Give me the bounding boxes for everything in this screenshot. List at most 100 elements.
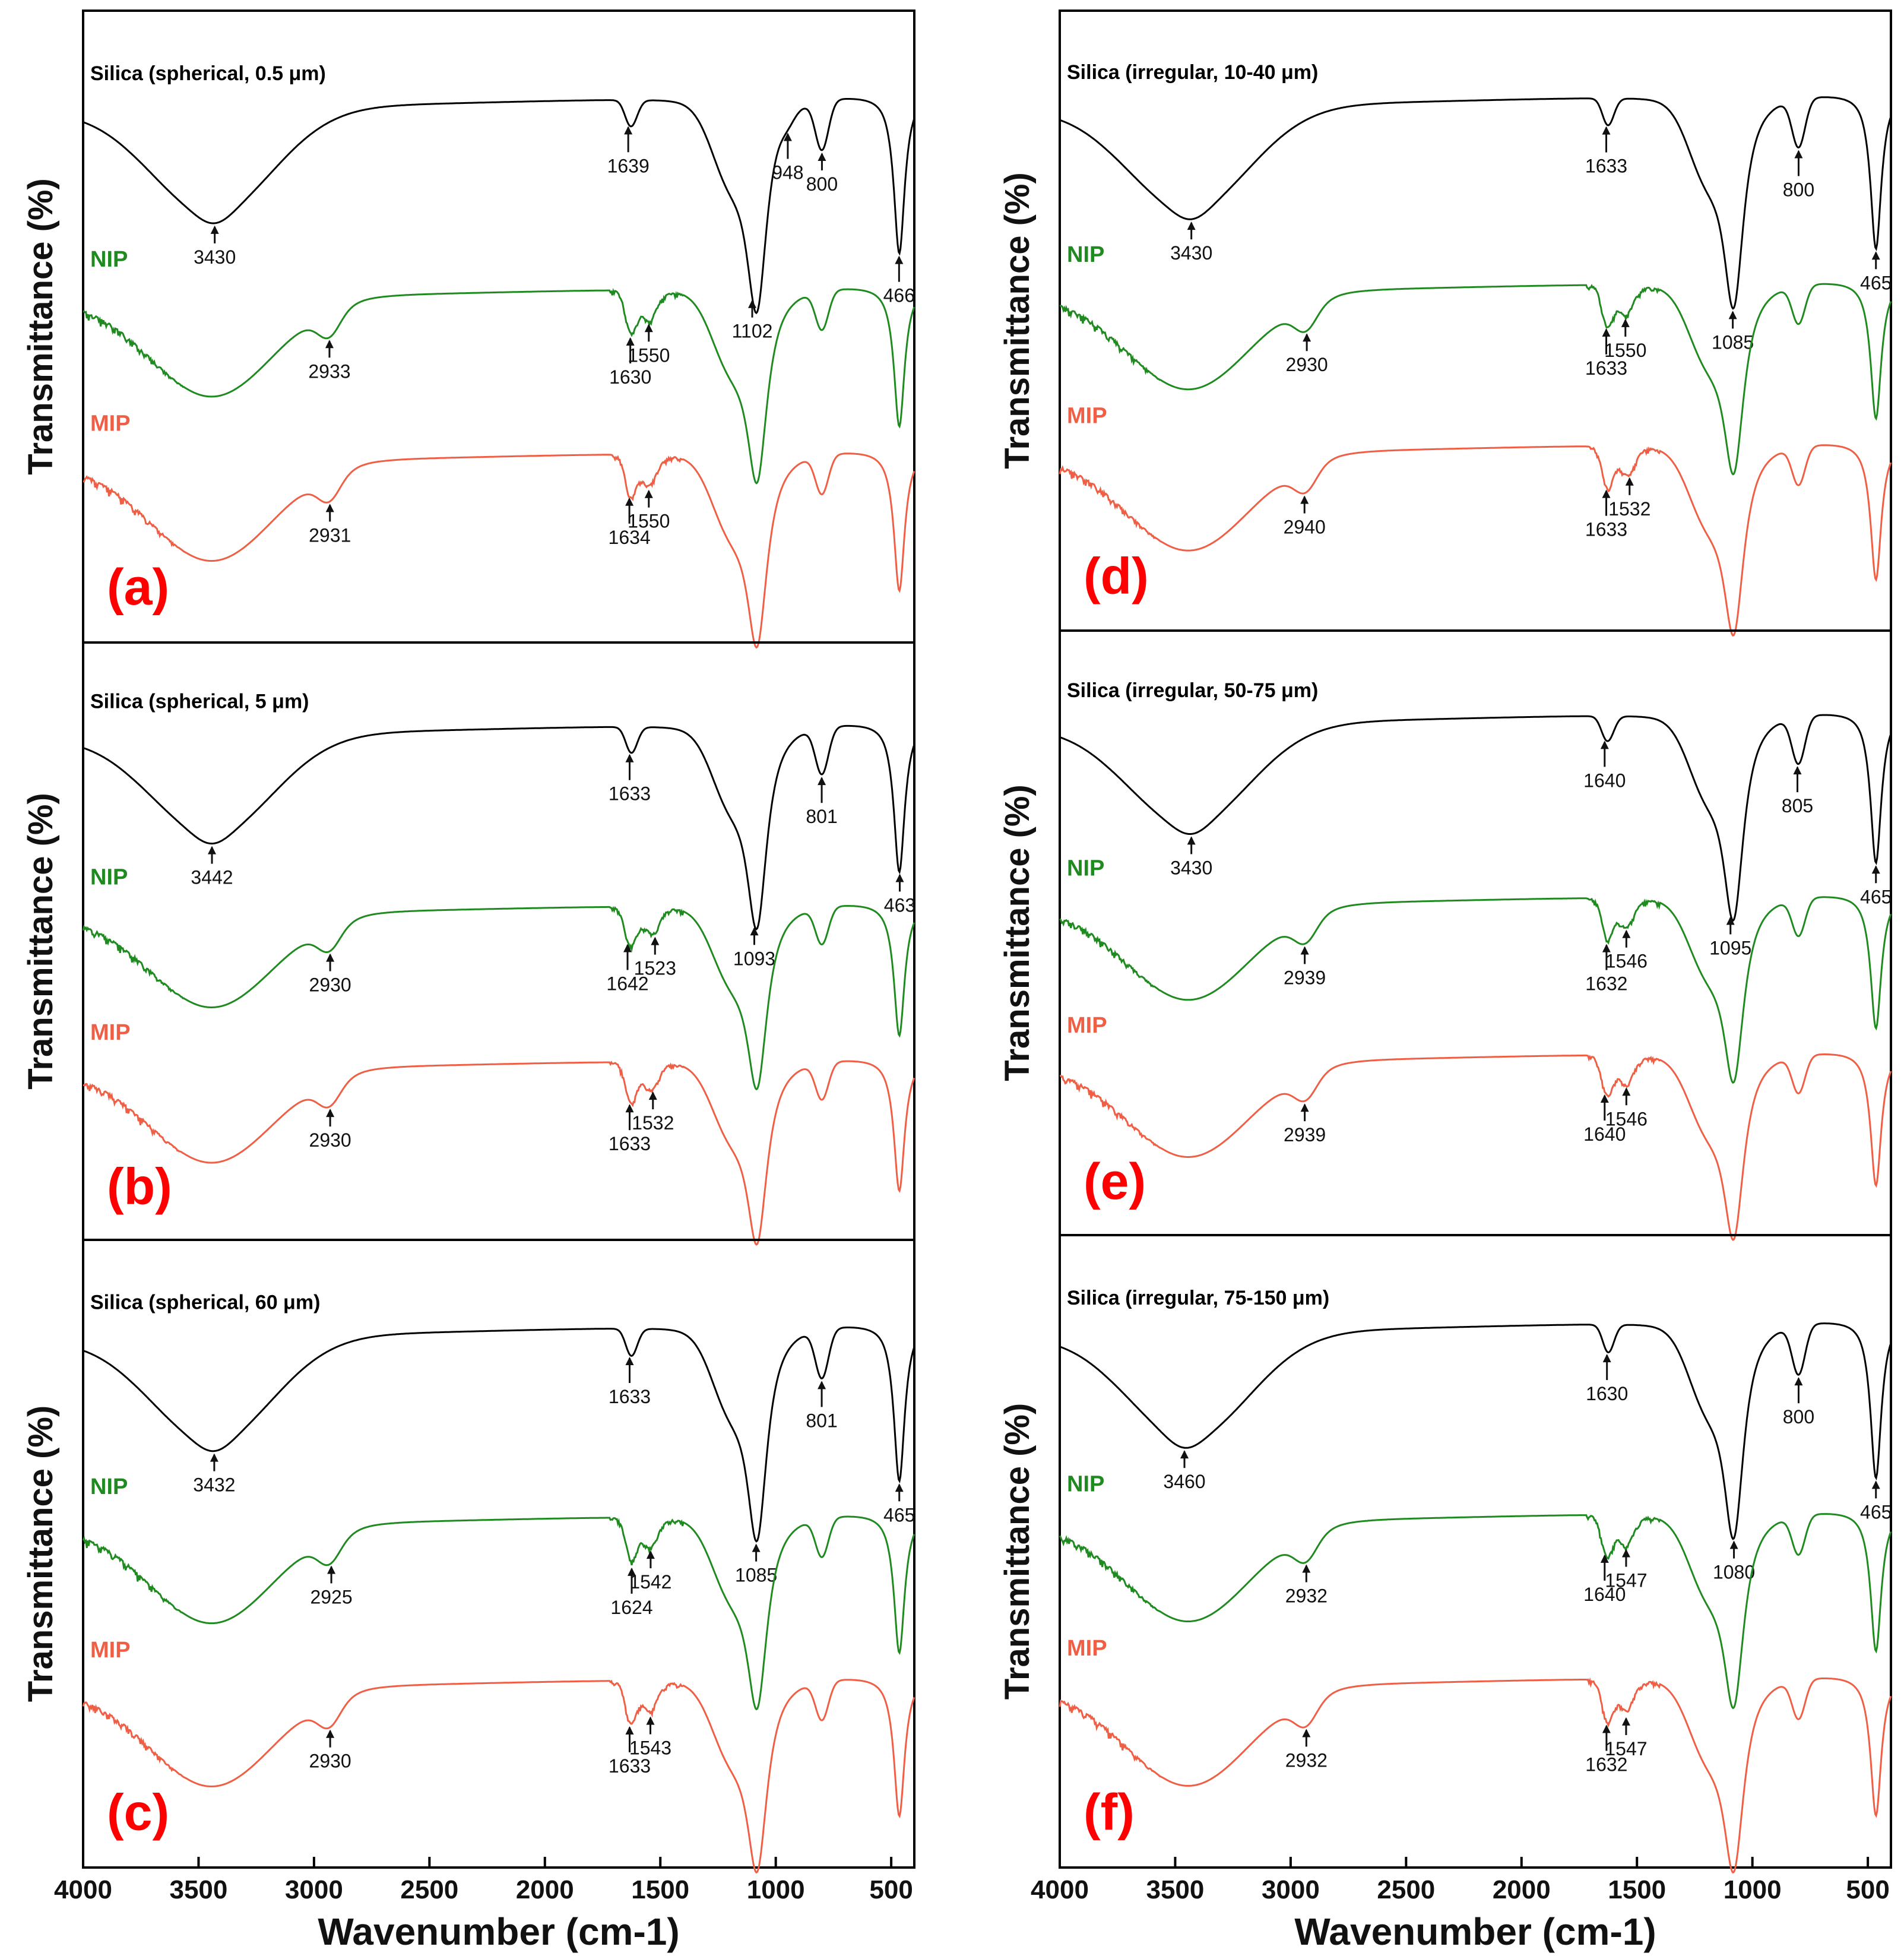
panel-4: Silica (irregular, 10-40 μm) 3430 1633 1085… xyxy=(998,10,1892,637)
peak-arrowhead xyxy=(1622,1087,1631,1096)
peak-label: 3442 xyxy=(191,867,233,888)
y-axis-label: Transmittance (%) xyxy=(998,784,1037,1081)
series-name-mip: MIP xyxy=(1067,403,1107,428)
x-tick-label: 2000 xyxy=(516,1875,574,1904)
peak-arrowhead xyxy=(625,1357,634,1366)
spectrum-line-mip xyxy=(83,1060,915,1246)
spectrum-line-nip xyxy=(1059,1513,1892,1710)
peak-label: 2930 xyxy=(1286,354,1328,375)
peak-arrowhead xyxy=(625,1104,634,1113)
peak-label: 1095 xyxy=(1709,937,1751,958)
peak-label: 2930 xyxy=(309,1751,351,1772)
spectrum-line-mip xyxy=(83,452,915,649)
panel-3: Silica (spherical, 60 μm) 3432 1633 1085 801… xyxy=(21,1239,915,1874)
peak-label: 1547 xyxy=(1605,1570,1647,1591)
spectrum-line-nip xyxy=(82,1515,915,1711)
peak-label: 800 xyxy=(1783,179,1814,201)
peak-label: 2939 xyxy=(1284,967,1326,989)
peak-label: 1085 xyxy=(735,1565,777,1586)
peak-label: 801 xyxy=(806,806,837,827)
peak-label: 1546 xyxy=(1605,951,1648,972)
peak-arrowhead xyxy=(1300,946,1309,955)
x-tick-label: 1500 xyxy=(1608,1875,1666,1904)
y-axis-label: Transmittance (%) xyxy=(21,1406,60,1702)
peak-label: 1640 xyxy=(1583,1584,1626,1605)
series-name-silica: Silica (spherical, 0.5 μm) xyxy=(90,62,326,85)
peak-label: 1093 xyxy=(733,948,775,969)
peak-label: 1543 xyxy=(629,1737,671,1759)
spectrum-line-silica xyxy=(83,1327,915,1543)
spectrum-line-mip xyxy=(82,1679,915,1874)
peak-label: 805 xyxy=(1782,795,1813,816)
peak-label: 1630 xyxy=(609,366,651,388)
peak-label: 1632 xyxy=(1585,1754,1627,1775)
panel-1: Silica (spherical, 0.5 μm) 3430 1639 1102 94… xyxy=(21,10,915,649)
peak-label: 1542 xyxy=(629,1571,671,1593)
peak-label: 1633 xyxy=(1585,156,1627,177)
x-axis: 4000 3500 3000 2500 2000 1500 1000 500 Wavenumbe… xyxy=(1031,1857,1890,1953)
spectrum-line-silica xyxy=(1059,96,1892,310)
peak-label: 1624 xyxy=(610,1597,652,1618)
peak-arrowhead xyxy=(1600,740,1609,749)
peak-arrowhead xyxy=(895,255,904,264)
peak-label: 1547 xyxy=(1605,1738,1647,1759)
series-name-nip: NIP xyxy=(90,865,128,890)
peak-label: 2939 xyxy=(1284,1124,1326,1145)
x-tick-label: 1000 xyxy=(747,1875,805,1904)
x-tick-label: 4000 xyxy=(1031,1875,1089,1904)
peak-label: 1632 xyxy=(1585,973,1627,995)
spectrum-line-silica xyxy=(83,98,915,315)
peak-arrowhead xyxy=(1871,1480,1880,1489)
peak-label: 1080 xyxy=(1713,1562,1755,1583)
peak-arrowhead xyxy=(325,340,334,349)
peak-label: 2932 xyxy=(1285,1749,1328,1771)
peak-arrowhead xyxy=(1729,1540,1738,1549)
x-tick-label: 1500 xyxy=(631,1875,689,1904)
spectrum-line-nip xyxy=(82,904,915,1091)
series-name-silica: Silica (spherical, 5 μm) xyxy=(90,691,309,713)
peak-arrowhead xyxy=(1625,477,1634,486)
peak-label: 1532 xyxy=(632,1112,674,1134)
series-name-silica: Silica (spherical, 60 μm) xyxy=(90,1291,320,1314)
peak-arrowhead xyxy=(628,1567,636,1576)
peak-arrowhead xyxy=(646,1716,655,1725)
peak-label: 800 xyxy=(806,173,838,195)
peak-arrowhead xyxy=(1602,126,1611,135)
peak-label: 3430 xyxy=(194,246,236,268)
peak-arrowhead xyxy=(623,944,632,952)
peak-label: 1633 xyxy=(609,783,651,805)
peak-arrowhead xyxy=(1793,766,1802,775)
peak-label: 1633 xyxy=(1585,519,1627,540)
series-name-mip: MIP xyxy=(90,1020,131,1045)
peak-label: 465 xyxy=(1860,1501,1892,1523)
peak-label: 2930 xyxy=(309,1129,351,1151)
peak-arrowhead xyxy=(1602,1354,1611,1363)
peak-arrowhead xyxy=(895,1483,904,1492)
panel-frame xyxy=(82,1239,915,1869)
peak-label: 2930 xyxy=(309,974,351,996)
series-name-silica: Silica (irregular, 10-40 μm) xyxy=(1067,61,1318,84)
peak-label: 1633 xyxy=(609,1133,651,1154)
peak-label: 948 xyxy=(772,162,803,183)
x-tick-label: 2000 xyxy=(1493,1875,1551,1904)
series-name-nip: NIP xyxy=(90,247,128,272)
peak-label: 1642 xyxy=(606,973,648,995)
peak-label: 1102 xyxy=(732,321,773,342)
peak-label: 463 xyxy=(884,894,915,916)
peak-arrowhead xyxy=(1602,489,1611,498)
peak-label: 1085 xyxy=(1712,331,1754,353)
peak-arrowhead xyxy=(646,1550,655,1559)
series-name-nip: NIP xyxy=(90,1474,128,1499)
series-name-nip: NIP xyxy=(1067,1471,1104,1496)
peak-arrowhead xyxy=(1600,1094,1609,1103)
panel-label: (d) xyxy=(1084,547,1149,604)
peak-arrowhead xyxy=(1622,929,1631,938)
peak-arrowhead xyxy=(651,936,660,945)
peak-label: 1550 xyxy=(1604,340,1646,361)
peak-arrowhead xyxy=(750,927,759,936)
peak-arrowhead xyxy=(1300,1103,1309,1112)
peak-arrowhead xyxy=(648,1091,657,1100)
x-axis: 4000 3500 3000 2500 2000 1500 1000 500 Wavenumbe… xyxy=(54,1857,913,1953)
peak-label: 2925 xyxy=(310,1586,352,1607)
peak-arrowhead xyxy=(1621,318,1630,327)
